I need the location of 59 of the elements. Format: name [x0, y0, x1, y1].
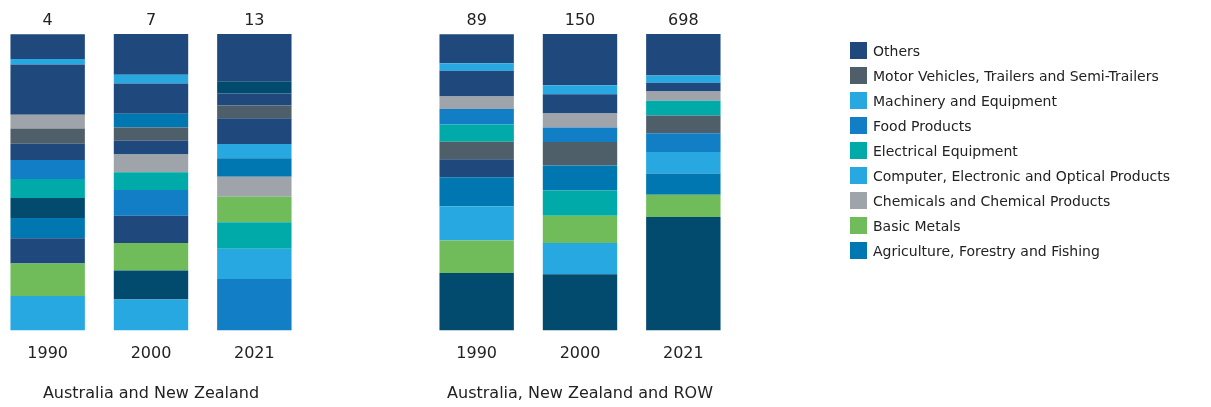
annotation: 13: [244, 10, 265, 30]
legend-label: Basic Metals: [873, 217, 961, 234]
x-tick-label: 2021: [662, 343, 704, 363]
bar: [10, 64, 85, 115]
annotation: 698: [668, 10, 699, 30]
x-tick-label: 1990: [27, 343, 69, 363]
annotation: 150: [564, 10, 596, 30]
bar: [10, 34, 85, 59]
x-axis-title: Australia and New Zealand: [42, 382, 260, 402]
bar: [439, 141, 514, 160]
bar: [113, 299, 189, 331]
x-axis-title: Australia, New Zealand and ROW: [447, 382, 714, 402]
bar: [439, 240, 514, 274]
x-tick-label: 2021: [233, 343, 275, 363]
bar: [646, 75, 721, 83]
bar: [542, 113, 618, 128]
bar: [646, 194, 721, 217]
bar: [542, 141, 618, 166]
bar: [10, 143, 85, 161]
bar: [113, 34, 189, 75]
annotation: 89: [466, 10, 487, 30]
bar: [10, 128, 85, 144]
bar: [439, 273, 514, 331]
bar: [113, 127, 189, 141]
bar: [542, 34, 618, 86]
x-tick-label: 2000: [559, 343, 601, 363]
legend-label: Others: [873, 42, 921, 59]
x-tick-label: 1990: [456, 343, 498, 363]
bar: [113, 172, 189, 191]
bar: [113, 83, 189, 114]
bar: [542, 274, 618, 331]
legend-label: Machinery and Equipment: [873, 92, 1057, 109]
legend-label: Computer, Electronic and Optical Products: [873, 167, 1171, 184]
bar: [217, 105, 292, 119]
legend-label: Agriculture, Forestry and Fishing: [873, 242, 1100, 259]
bar: [10, 295, 85, 331]
bar: [646, 100, 721, 116]
bar: [439, 124, 514, 142]
bar: [217, 118, 292, 145]
legend-label: Food Products: [873, 117, 972, 134]
bar: [646, 34, 721, 76]
bar: [646, 133, 721, 153]
bar: [542, 94, 618, 114]
bar: [113, 140, 189, 155]
legend-label: Electrical Equipment: [873, 142, 1018, 159]
annotation: 4: [42, 10, 53, 30]
legend-label: Chemicals and Chemical Products: [873, 192, 1111, 209]
bar: [113, 74, 189, 84]
legend-label: Motor Vehicles, Trailers and Semi-Trailers: [873, 67, 1159, 84]
annotation: 7: [145, 10, 157, 30]
bar: [646, 82, 721, 92]
bar: [10, 58, 85, 65]
x-tick-label: 2000: [130, 343, 172, 363]
bar: [646, 217, 721, 331]
bar: [10, 179, 85, 199]
bar: [439, 34, 514, 64]
bar: [542, 85, 618, 95]
bar: [646, 91, 721, 101]
bar: [646, 115, 721, 134]
